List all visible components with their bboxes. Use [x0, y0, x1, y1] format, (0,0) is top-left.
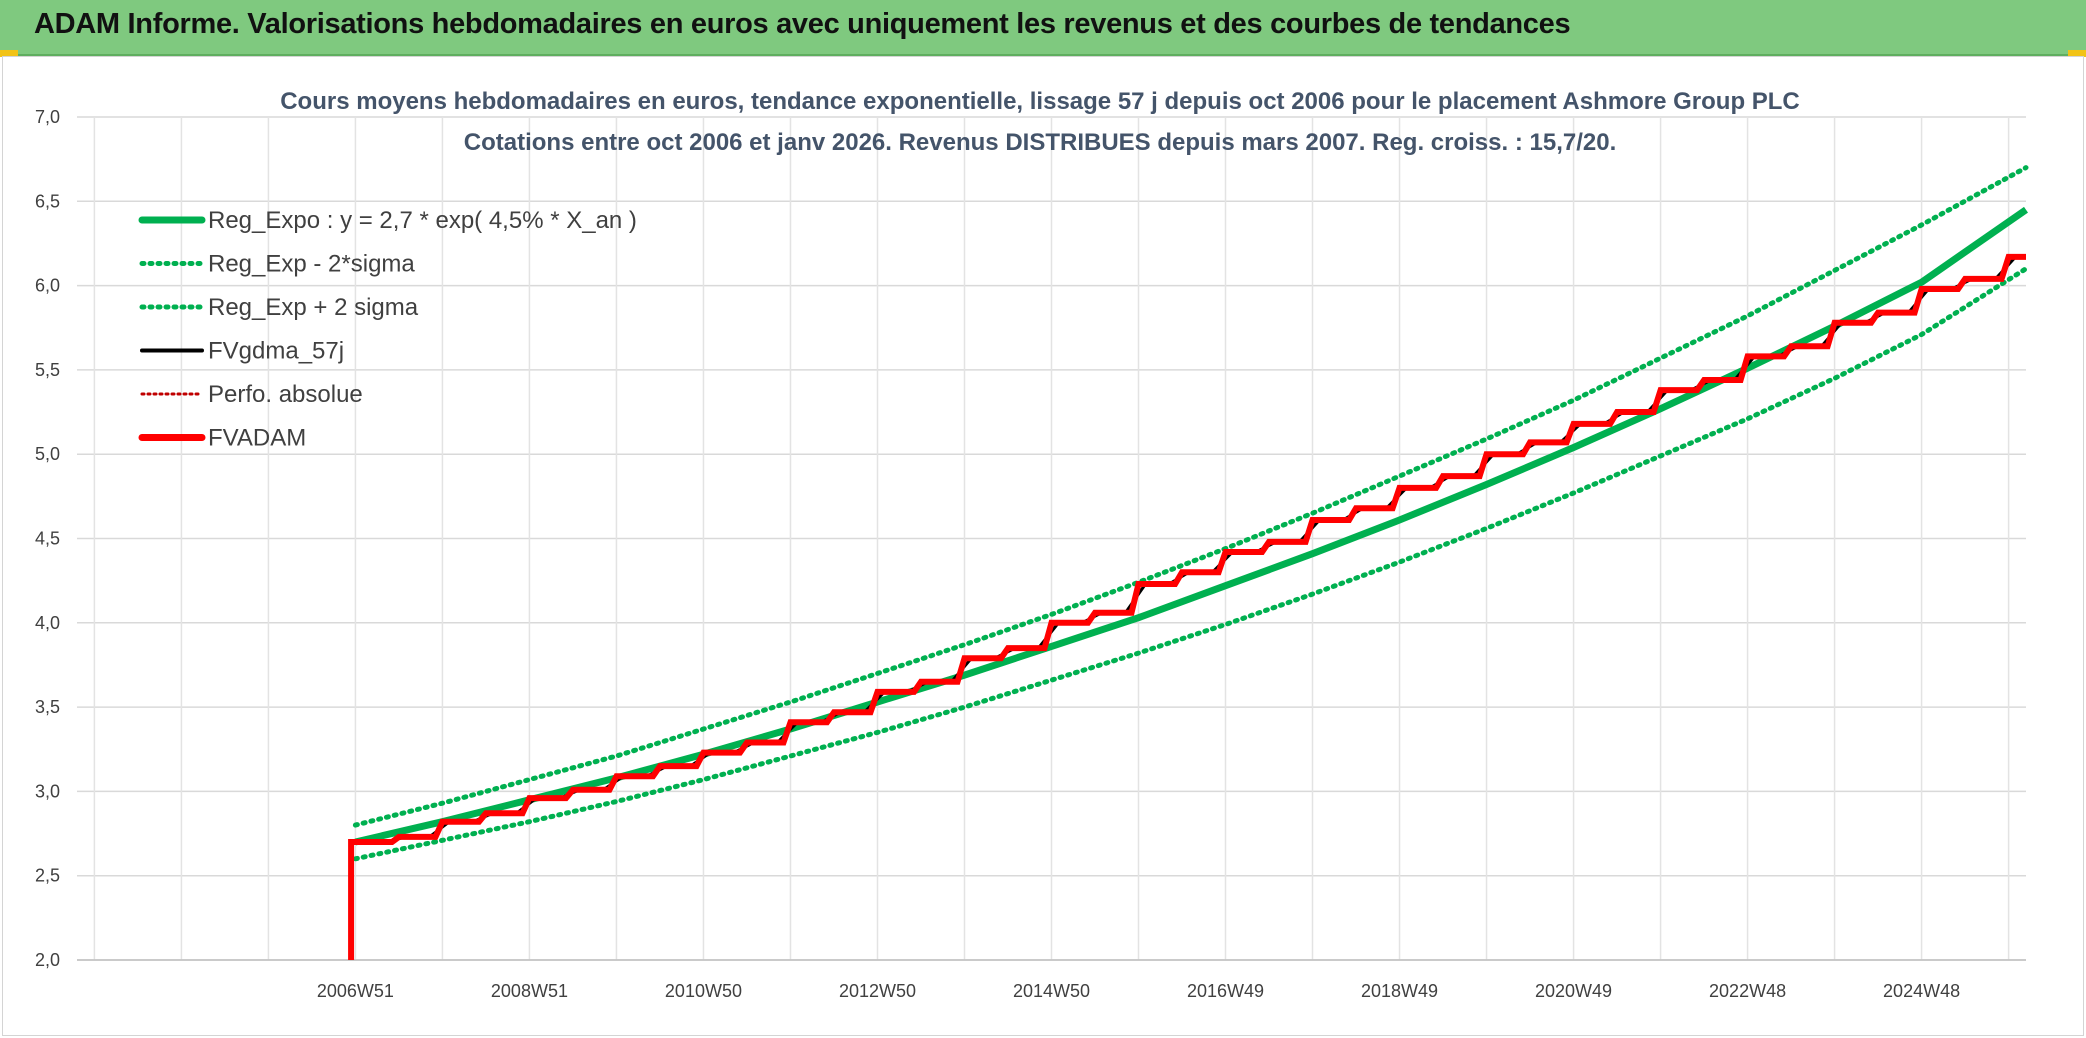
series-layer: [348, 165, 2029, 960]
x-tick-label: 2008W51: [491, 981, 568, 1001]
series-fvadam: [348, 253, 2026, 960]
legend-label: Reg_Exp - 2*sigma: [208, 251, 415, 278]
chart-legend: Reg_Expo : y = 2,7 * exp( 4,5% * X_an ) R…: [138, 207, 637, 452]
x-axis-ticks: 2006W51 2008W51 2010W50 2012W50 2014W50 2016W…: [317, 981, 1960, 1001]
series-reg-exp-plus-2sigma: [352, 165, 2029, 828]
x-tick-label: 2022W48: [1709, 981, 1786, 1001]
series-perfo-absolue: [350, 255, 2026, 960]
chart-title: Cours moyens hebdomadaires en euros, ten…: [280, 88, 1800, 115]
corner-marker-left: [0, 50, 18, 57]
x-tick-label: 2010W50: [665, 981, 742, 1001]
y-tick-label: 4,0: [35, 613, 60, 633]
y-tick-label: 4,5: [35, 529, 60, 549]
y-tick-label: 5,0: [35, 444, 60, 464]
legend-label: Reg_Expo : y = 2,7 * exp( 4,5% * X_an ): [208, 207, 637, 234]
chart-area-frame: [2, 56, 2084, 1036]
report-header: ADAM Informe. Valorisations hebdomadaire…: [0, 0, 2086, 56]
legend-label: FVgdma_57j: [208, 338, 344, 365]
x-tick-label: 2024W48: [1883, 981, 1960, 1001]
y-tick-label: 7,0: [35, 107, 60, 127]
y-tick-label: 3,5: [35, 697, 60, 717]
series-reg-expo: [354, 206, 2028, 846]
x-tick-label: 2018W49: [1361, 981, 1438, 1001]
x-tick-label: 2020W49: [1535, 981, 1612, 1001]
gridlines: [77, 116, 2026, 961]
y-tick-label: 2,5: [35, 866, 60, 886]
y-tick-label: 2,0: [35, 950, 60, 970]
series-fvgdma-57j: [355, 255, 2026, 844]
y-tick-label: 5,5: [35, 360, 60, 380]
chart-subtitle: Cotations entre oct 2006 et janv 2026. R…: [464, 129, 1616, 156]
report-title: ADAM Informe. Valorisations hebdomadaire…: [34, 8, 1571, 40]
legend-label: Perfo. absolue: [208, 381, 363, 408]
x-tick-label: 2016W49: [1187, 981, 1264, 1001]
y-axis-ticks: 2,0 2,5 3,0 3,5 4,0 4,5 5,0 5,5 6,0 6,5 7,0: [35, 107, 60, 970]
series-reg-exp-minus-2sigma: [352, 266, 2029, 862]
x-tick-label: 2014W50: [1013, 981, 1090, 1001]
corner-marker-right: [2068, 50, 2086, 57]
y-tick-label: 6,0: [35, 276, 60, 296]
y-tick-label: 3,0: [35, 781, 60, 801]
legend-label: FVADAM: [208, 425, 306, 452]
x-tick-label: 2006W51: [317, 981, 394, 1001]
y-tick-label: 6,5: [35, 191, 60, 211]
legend-label: Reg_Exp + 2 sigma: [208, 294, 419, 321]
x-tick-label: 2012W50: [839, 981, 916, 1001]
